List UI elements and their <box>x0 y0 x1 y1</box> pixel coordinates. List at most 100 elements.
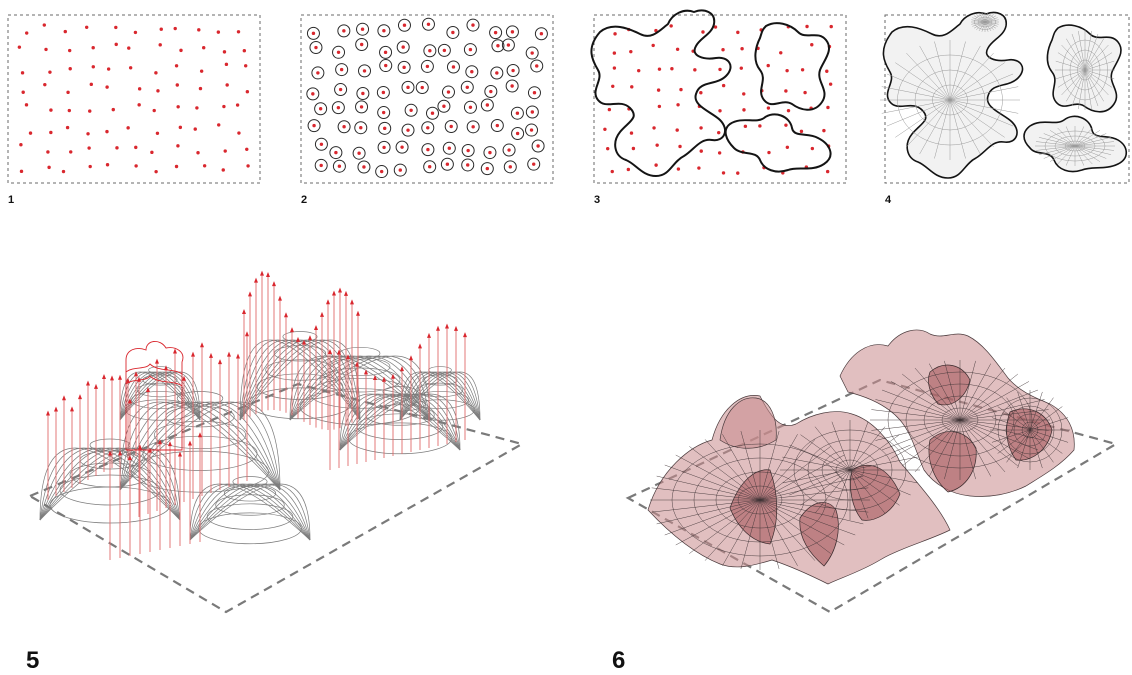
seed-point <box>784 123 788 127</box>
shell-gridline <box>959 363 991 421</box>
stem-arrowhead <box>128 398 132 404</box>
seed-point <box>319 163 323 168</box>
mesh-ring <box>1064 140 1086 152</box>
stem-arrowhead <box>86 380 90 386</box>
influence-ring <box>425 106 439 120</box>
shell-gridline <box>1006 397 1031 431</box>
influence-ring <box>440 157 454 171</box>
influence-ring <box>377 106 391 120</box>
influence-ring <box>461 144 475 158</box>
seed-point <box>401 45 405 49</box>
shell-gridline <box>914 419 961 473</box>
seed-point <box>359 42 364 47</box>
wire-arc <box>39 447 181 521</box>
influence-ring <box>332 45 346 59</box>
influence-ring <box>480 98 494 112</box>
shell-gridline <box>849 426 886 471</box>
wire-ring <box>319 367 401 393</box>
seed-point <box>193 127 197 131</box>
influence-ring <box>423 44 437 58</box>
seed-point <box>495 71 499 75</box>
seed-point <box>676 167 681 171</box>
seed-point <box>447 146 451 150</box>
seed-point <box>48 70 52 74</box>
seed-point <box>217 123 221 127</box>
wire-ring <box>223 485 277 502</box>
wire-arc <box>119 401 281 491</box>
wire-ring <box>142 374 178 386</box>
seed-point <box>442 48 447 53</box>
seed-point <box>426 22 431 26</box>
shell-gridline <box>849 469 911 496</box>
stem-arrowhead <box>400 366 404 372</box>
wire-ring <box>282 331 318 343</box>
stem-arrowhead <box>110 375 114 381</box>
seed-point <box>721 48 725 52</box>
influence-ring <box>401 80 415 94</box>
seed-point <box>535 64 539 68</box>
seed-point <box>654 28 658 33</box>
influence-ring <box>483 146 497 160</box>
seed-point <box>810 43 814 47</box>
seed-point <box>19 169 24 174</box>
mesh-ring <box>1054 135 1096 157</box>
influence-ring <box>503 160 517 174</box>
wire-arc <box>399 371 481 421</box>
seed-point <box>679 87 683 92</box>
seed-point <box>337 164 342 168</box>
wire-ring <box>206 503 294 530</box>
shell-gridline <box>875 399 961 421</box>
shell-gridline <box>881 389 961 421</box>
shell-gridline <box>991 417 1031 431</box>
influence-ring <box>356 22 370 36</box>
influence-ring <box>420 59 434 73</box>
seed-point <box>693 68 697 72</box>
shell-gridline <box>849 444 911 471</box>
influence-ring <box>490 119 504 133</box>
stem-arrowhead <box>164 365 168 371</box>
seed-point <box>42 23 46 27</box>
seed-point <box>154 71 158 75</box>
influence-ring <box>421 17 435 31</box>
seed-point <box>631 146 636 151</box>
seed-point <box>152 108 156 113</box>
seed-point <box>357 151 361 155</box>
stem-arrowhead <box>70 406 74 412</box>
seed-point <box>630 85 634 89</box>
stem-arrowhead <box>278 295 282 301</box>
seed-point <box>427 165 432 169</box>
seed-point <box>381 90 386 95</box>
seed-point <box>428 49 432 53</box>
seed-point <box>637 68 641 73</box>
seed-point <box>245 147 249 151</box>
seed-point <box>133 30 138 35</box>
seed-point <box>359 105 364 109</box>
shell-gridline <box>959 419 991 477</box>
seed-point <box>445 162 450 166</box>
step-label-2: 2 <box>301 194 307 206</box>
seed-point <box>199 69 204 73</box>
wire-ring <box>131 391 189 409</box>
seed-point <box>224 62 229 67</box>
shell-contour <box>941 407 979 433</box>
influence-ring <box>421 121 435 135</box>
stem-arrowhead <box>248 291 252 297</box>
seed-point <box>612 66 617 70</box>
seed-point <box>384 63 388 68</box>
seed-point <box>195 106 199 110</box>
influence-ring <box>510 106 524 120</box>
shell-gridline <box>1017 391 1031 431</box>
shell-gridline <box>1029 397 1054 431</box>
seed-point <box>67 48 72 53</box>
seed-point <box>362 69 367 73</box>
shell-gridline <box>704 499 761 561</box>
seed-point <box>69 150 73 154</box>
shell-gridline <box>1029 391 1043 431</box>
seed-point <box>49 130 53 135</box>
seed-point <box>66 90 70 95</box>
seed-point <box>379 169 384 174</box>
seed-point <box>316 71 320 75</box>
seed-point <box>382 145 386 150</box>
seed-point <box>654 163 658 167</box>
shell-gridline <box>959 360 976 421</box>
